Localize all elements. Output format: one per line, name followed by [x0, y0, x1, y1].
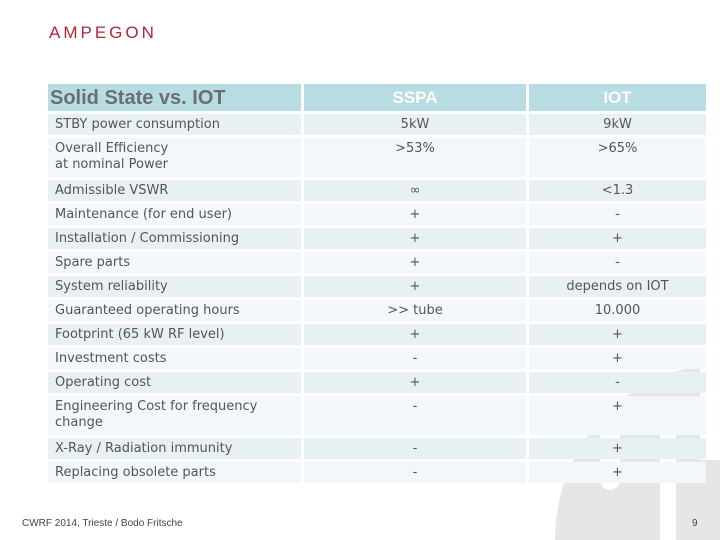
value-cell: + — [304, 252, 526, 273]
value-cell: + — [529, 438, 706, 459]
value-cell: - — [304, 396, 526, 435]
criterion-cell: Replacing obsolete parts — [48, 462, 301, 483]
value-cell: >53% — [304, 138, 526, 177]
value-cell: 9kW — [529, 114, 706, 135]
table-row: Spare parts + - — [48, 252, 706, 273]
criterion-cell: Installation / Commissioning — [48, 228, 301, 249]
table-header-row: Solid State vs. IOT SSPA IOT — [48, 84, 706, 111]
value-cell: 10.000 — [529, 300, 706, 321]
criterion-cell: System reliability — [48, 276, 301, 297]
table-row: Maintenance (for end user) + - — [48, 204, 706, 225]
criterion-cell: Footprint (65 kW RF level) — [48, 324, 301, 345]
value-cell: + — [304, 276, 526, 297]
value-cell: - — [529, 372, 706, 393]
value-cell: - — [304, 348, 526, 369]
criterion-cell: STBY power consumption — [48, 114, 301, 135]
criterion-cell: Overall Efficiency at nominal Power — [48, 138, 301, 177]
header-cell: Solid State vs. IOT — [48, 84, 301, 111]
criterion-cell: Operating cost — [48, 372, 301, 393]
criterion-cell: Maintenance (for end user) — [48, 204, 301, 225]
footer-text: CWRF 2014, Trieste / Bodo Fritsche — [22, 518, 183, 529]
value-cell: + — [304, 228, 526, 249]
value-cell: - — [304, 438, 526, 459]
value-cell: <1.3 — [529, 180, 706, 201]
criterion-cell: Guaranteed operating hours — [48, 300, 301, 321]
criterion-cell: Admissible VSWR — [48, 180, 301, 201]
criterion-cell: X-Ray / Radiation immunity — [48, 438, 301, 459]
table-row: STBY power consumption 5kW 9kW — [48, 114, 706, 135]
value-cell: + — [529, 462, 706, 483]
value-cell: + — [529, 396, 706, 435]
page-number: 9 — [692, 518, 698, 529]
criterion-cell: Engineering Cost for frequency change — [48, 396, 301, 435]
value-cell: - — [304, 462, 526, 483]
value-cell: + — [529, 324, 706, 345]
table-row: Admissible VSWR ∞ <1.3 — [48, 180, 706, 201]
value-cell: + — [529, 228, 706, 249]
value-cell: depends on IOT — [529, 276, 706, 297]
value-cell: ∞ — [304, 180, 526, 201]
table-row: Engineering Cost for frequency change - + — [48, 396, 706, 435]
ampegon-logo: AMPEGON — [49, 23, 157, 42]
value-cell: >> tube — [304, 300, 526, 321]
comparison-table: Solid State vs. IOT SSPA IOT STBY power con… — [45, 81, 709, 486]
table-row: X-Ray / Radiation immunity - + — [48, 438, 706, 459]
criterion-cell: Spare parts — [48, 252, 301, 273]
table-row: Replacing obsolete parts - + — [48, 462, 706, 483]
criterion-cell: Investment costs — [48, 348, 301, 369]
header-cell: IOT — [529, 84, 706, 111]
header-cell: SSPA — [304, 84, 526, 111]
table-row: Overall Efficiency at nominal Power >53% >… — [48, 138, 706, 177]
table-row: Footprint (65 kW RF level) + + — [48, 324, 706, 345]
table-row: Guaranteed operating hours >> tube 10.000 — [48, 300, 706, 321]
table-row: Installation / Commissioning + + — [48, 228, 706, 249]
value-cell: + — [304, 204, 526, 225]
value-cell: + — [304, 324, 526, 345]
table-row: System reliability + depends on IOT — [48, 276, 706, 297]
value-cell: >65% — [529, 138, 706, 177]
value-cell: + — [529, 348, 706, 369]
value-cell: + — [304, 372, 526, 393]
value-cell: 5kW — [304, 114, 526, 135]
value-cell: - — [529, 204, 706, 225]
value-cell: - — [529, 252, 706, 273]
table-row: Operating cost + - — [48, 372, 706, 393]
table-row: Investment costs - + — [48, 348, 706, 369]
